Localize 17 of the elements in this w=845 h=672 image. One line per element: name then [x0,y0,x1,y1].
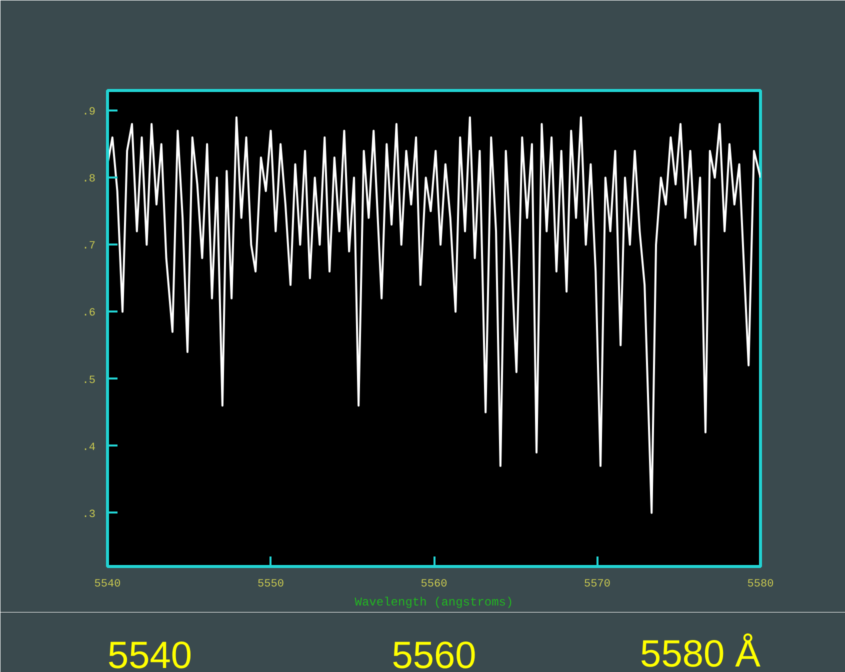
y-tick-label: .3 [82,508,96,521]
x-tick-label: 5560 [420,578,448,590]
x-tick-label: 5570 [584,578,610,590]
y-tick-label: .6 [82,308,96,320]
x-tick-label: 5550 [258,578,284,590]
y-tick-label: .5 [82,374,96,387]
y-tick-label: .9 [82,106,96,119]
text: 5560 [392,635,476,672]
y-tick-label: .8 [82,174,96,186]
text: 5540 [108,635,192,672]
line-series [108,116,760,514]
y-tick-label: .4 [82,442,96,454]
text: 5580 Å [640,632,762,672]
x-tick-label: 5580 [747,578,774,590]
y-tick-label: .7 [82,240,96,253]
x-tick-label: 5540 [94,578,121,590]
x-axis-title: Wavelength (angstroms) [354,596,514,610]
